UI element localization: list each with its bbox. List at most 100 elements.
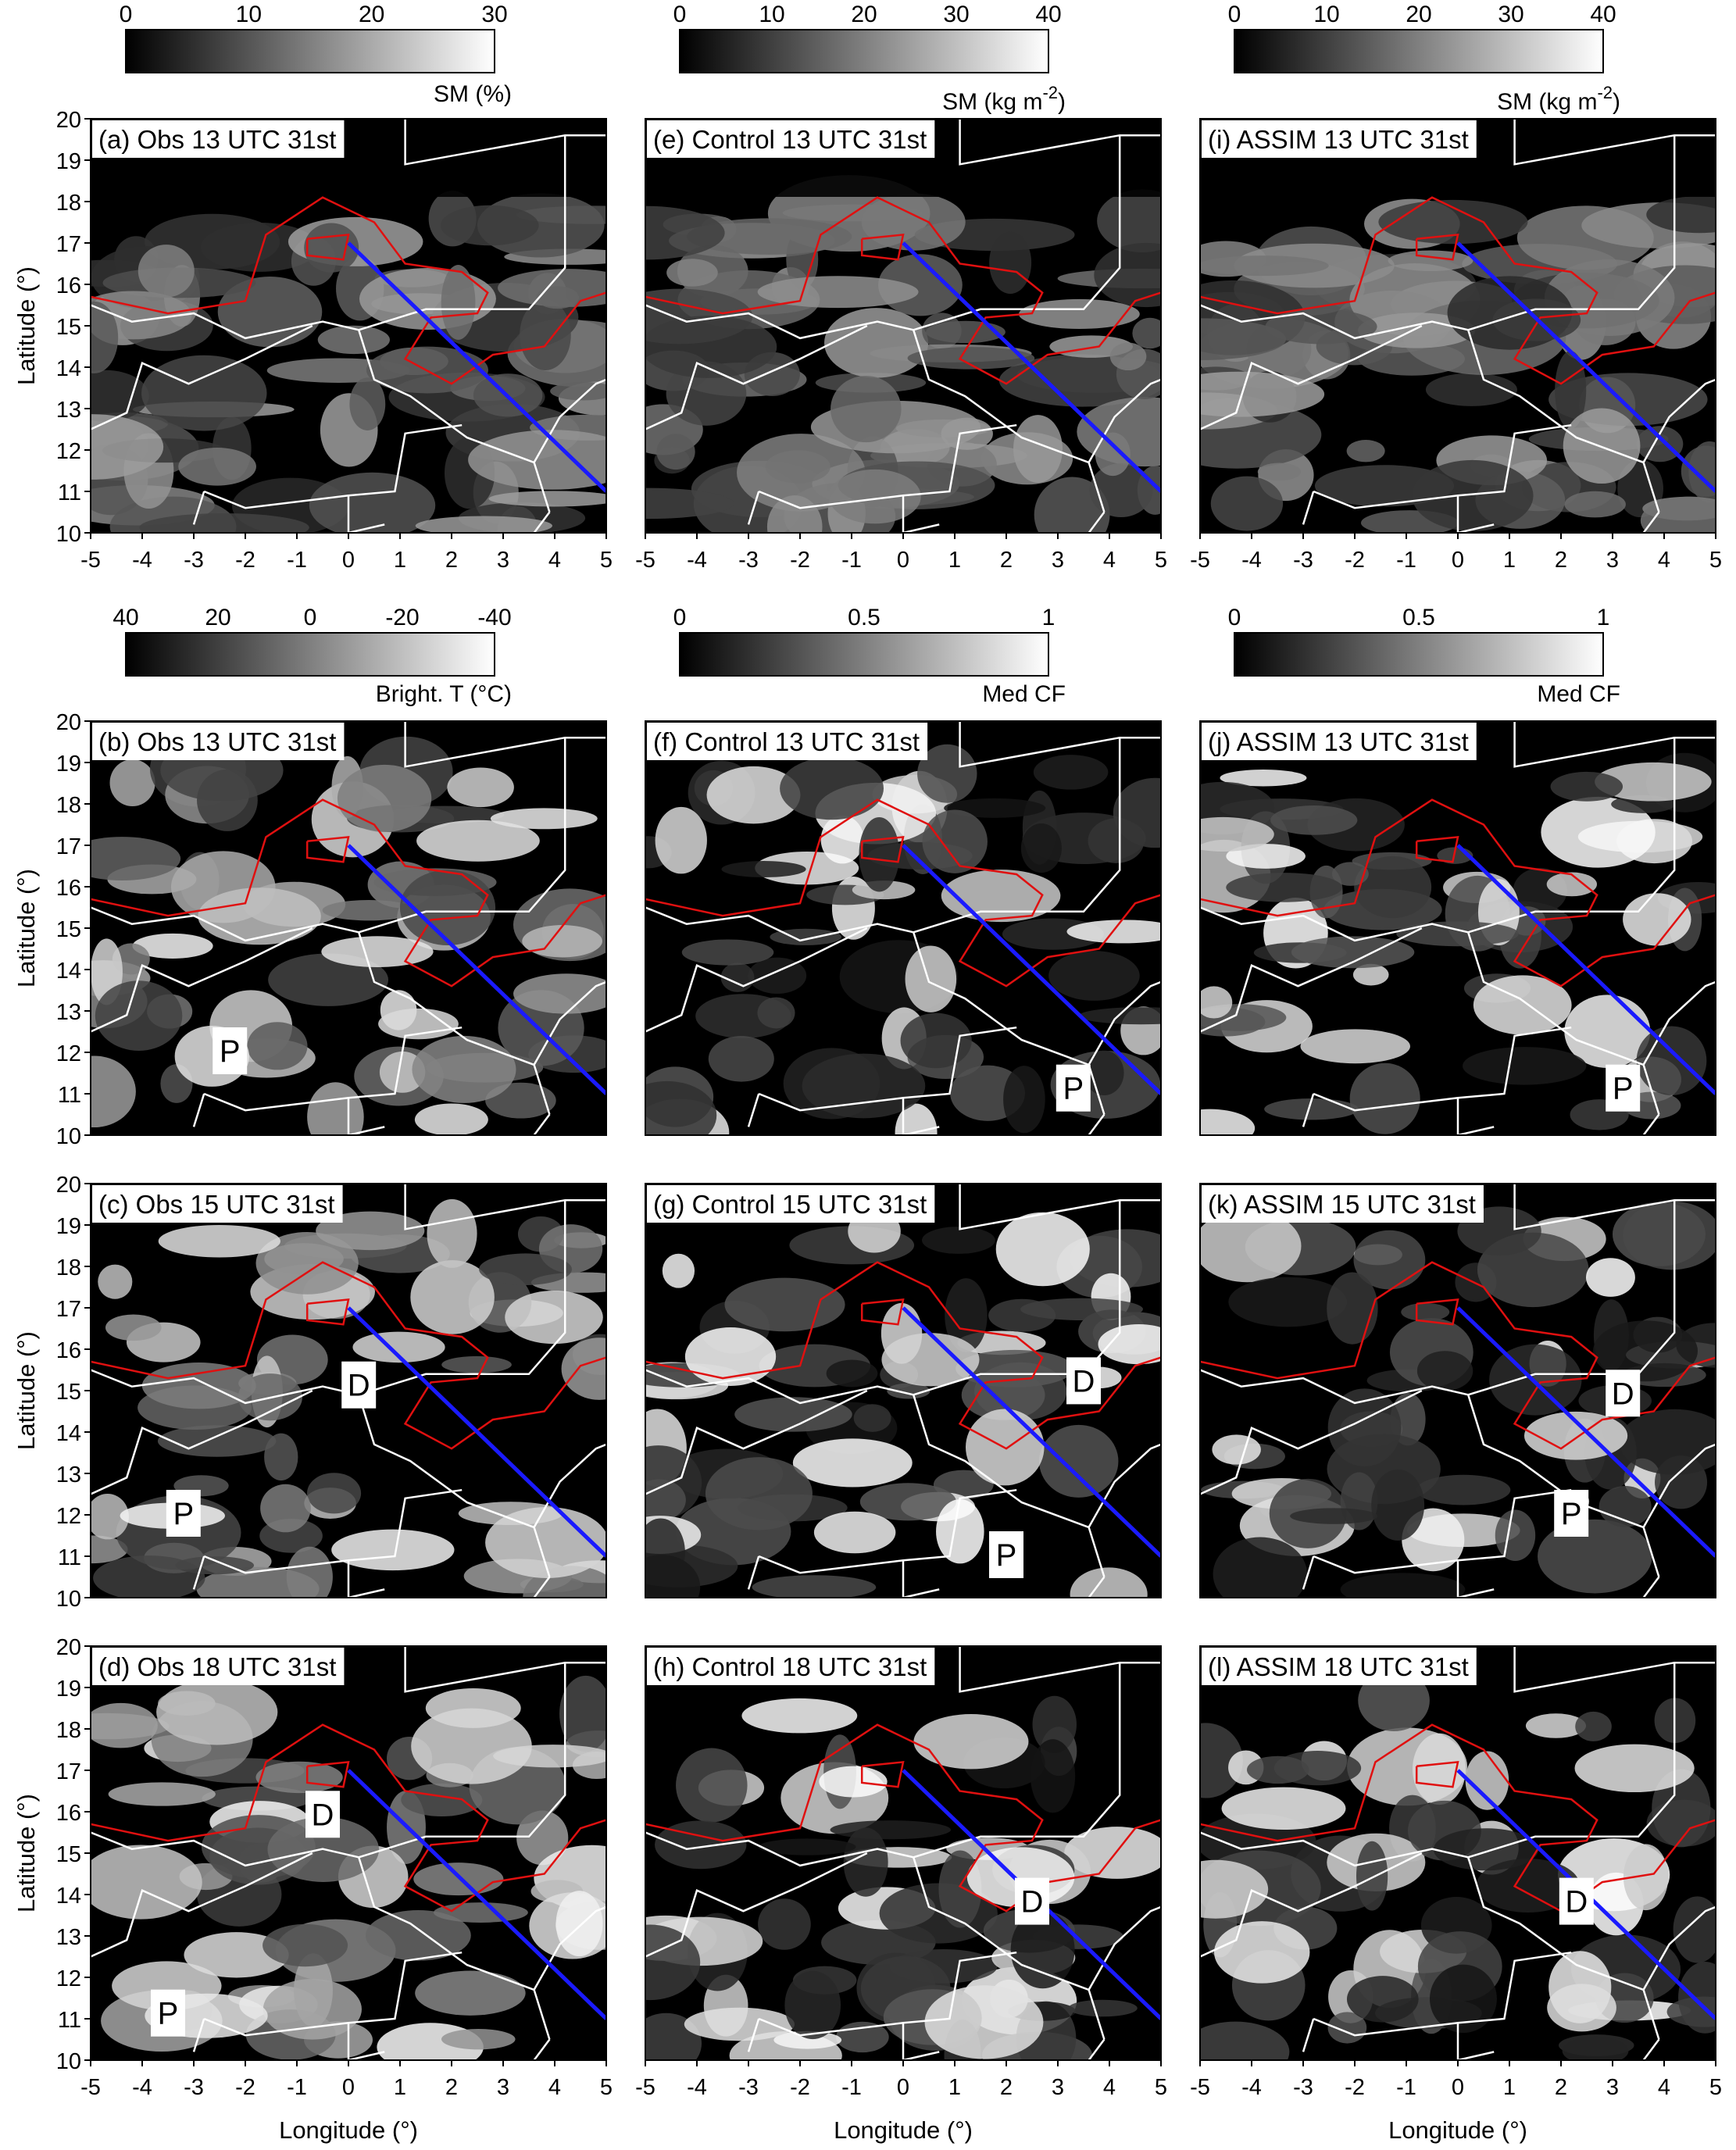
x-tick-label: 1 [948, 548, 961, 573]
field-blob [1291, 936, 1415, 969]
x-tick-label: -4 [687, 548, 707, 573]
panel-title: (h) Control 18 UTC 31st [653, 1652, 927, 1681]
soil-moisture-contour [645, 196, 1161, 385]
field-blob [105, 1314, 162, 1341]
x-tick-label: -4 [687, 2075, 707, 2100]
x-tick-label: 2 [445, 2075, 458, 2100]
country-border [91, 1369, 359, 1405]
field-blob [1200, 371, 1325, 417]
x-tick-label: 4 [548, 548, 561, 573]
colorbar-tick-label: 10 [1313, 2, 1339, 27]
x-tick-label: -5 [635, 548, 655, 573]
panel-frame [1199, 1183, 1716, 1598]
y-tick-label: 16 [56, 876, 81, 901]
colorbar-label-superscript: -2 [1042, 83, 1058, 102]
field-blob [666, 361, 747, 426]
country-border [91, 1831, 359, 1867]
field-blob [1575, 1711, 1612, 1741]
colorbar-gradient [125, 29, 495, 73]
country-border [357, 738, 566, 1115]
country-border [357, 1662, 566, 2040]
field-blob [415, 1970, 526, 2016]
x-tick-label: 2 [1555, 548, 1567, 573]
panel-title: (b) Obs 13 UTC 31st [98, 727, 336, 756]
marker-box-p [151, 1989, 185, 2037]
country-border [404, 1184, 606, 1230]
panel-h: D (h) Control 18 UTC 31st -5 -4 -3 -2 -1 0 1 2 3 4 5… [635, 1645, 1167, 2144]
panel-k: DP(k) ASSIM 15 UTC 31st [1199, 1183, 1716, 1598]
y-tick-label: 17 [56, 1297, 81, 1322]
colorbar-tick-label: 30 [943, 2, 969, 27]
panel-map: D [1200, 1646, 1716, 2060]
field-blob [824, 308, 929, 378]
y-tick-label: 14 [56, 356, 81, 381]
field-blob [922, 809, 988, 873]
colorbar-tick-label: 20 [205, 605, 230, 630]
field-blob [859, 816, 900, 892]
marker-box-d [1015, 1877, 1049, 1925]
field-blob [156, 1679, 278, 1745]
country-border [902, 495, 940, 533]
field-blob [853, 1404, 891, 1432]
field-blob [645, 1479, 686, 1521]
country-border [1200, 324, 1423, 430]
country-border [645, 1389, 868, 1495]
soil-moisture-contour [91, 196, 606, 385]
country-border [1302, 1093, 1315, 1127]
field-blob [91, 1845, 202, 1920]
field-blob [1033, 755, 1109, 790]
field-blob [819, 1766, 888, 1798]
field-blob [1019, 298, 1140, 330]
field-blob [401, 1783, 483, 1816]
field-blob [255, 1231, 359, 1295]
field-blob [1200, 255, 1329, 277]
x-tick-label: -1 [1396, 548, 1416, 573]
field-blob [1346, 440, 1385, 462]
panel-map: DP [91, 1646, 606, 2060]
field-blob [1228, 1277, 1348, 1327]
field-blob [141, 355, 267, 431]
country-border [1088, 511, 1106, 533]
marker-label-d: D [312, 1798, 334, 1832]
field-blob [1003, 1066, 1045, 1134]
country-border [533, 511, 551, 533]
country-border [1302, 491, 1315, 525]
field-blob [1331, 862, 1369, 886]
field-blob [1353, 1230, 1426, 1290]
field-blob [1412, 1733, 1466, 1805]
country-border [1466, 1662, 1676, 2040]
x-tick-label: -1 [841, 548, 862, 573]
field-blob [138, 245, 195, 298]
y-tick-label: 17 [56, 1759, 81, 1784]
x-tick-label: -4 [1241, 2075, 1262, 2100]
panel-b: P (b) Obs 13 UTC 31st 20 19 18 17 16 15 14 13 12 11… [13, 710, 607, 1149]
field-blob [830, 1820, 952, 1840]
field-blob [1210, 476, 1284, 531]
field-blob [141, 1362, 256, 1409]
colorbar-tick-label: 40 [1035, 2, 1061, 27]
country-border [1313, 1026, 1572, 1112]
y-tick-label: 12 [56, 439, 81, 464]
country-border [645, 927, 868, 1033]
y-tick-label: 19 [56, 1214, 81, 1239]
marker-label-d: D [1073, 1364, 1095, 1398]
y-tick-label: 11 [58, 2008, 81, 2033]
country-border [404, 119, 606, 166]
x-tick-label: -2 [235, 548, 255, 573]
x-tick-label: -1 [841, 2075, 862, 2100]
country-border [645, 1852, 868, 1958]
field-blob [843, 1827, 888, 1897]
panel-j: P (j) ASSIM 13 UTC 31st [1199, 720, 1716, 1136]
country-border [1642, 378, 1716, 463]
field-blob [331, 1529, 455, 1571]
y-tick-label: 13 [56, 1462, 81, 1488]
colorbar-tick-label: 20 [359, 2, 384, 27]
soil-moisture-contour [645, 1723, 1161, 1912]
field-blob [1327, 1272, 1378, 1345]
field-blob [109, 759, 155, 807]
transect-line [902, 241, 1161, 493]
field-blob [1226, 873, 1343, 902]
x-tick-label: 2 [1555, 2075, 1567, 2100]
panel-title: (i) ASSIM 13 UTC 31st [1208, 125, 1469, 154]
panel-f: P (f) Control 13 UTC 31st [645, 720, 1162, 1136]
